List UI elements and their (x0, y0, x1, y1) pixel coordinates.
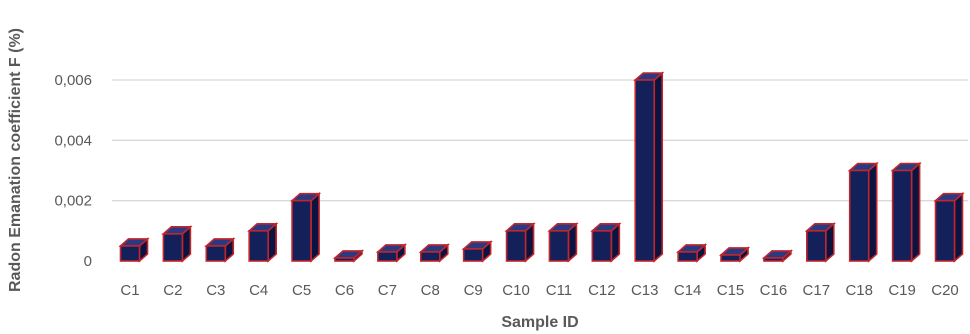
x-tick-label: C17 (803, 282, 831, 299)
bar-c4 (247, 222, 279, 263)
x-tick-labels: C1 C2 C3 C4 C5 C6 C7 C8 C9 C10 C11 C12 C13 C14 C15 C16 C… (120, 282, 958, 299)
bar-front (291, 199, 312, 262)
grid-layer (112, 79, 968, 202)
bar-front (462, 248, 484, 262)
bar-c17 (804, 222, 836, 263)
x-tick-label: C14 (674, 282, 702, 299)
x-tick-label: C13 (631, 282, 659, 299)
bar-front (419, 251, 441, 262)
y-tick-label: 0 (84, 253, 92, 270)
bar-c11 (547, 222, 579, 263)
x-tick-label: C9 (464, 282, 483, 299)
x-tick-label: C1 (120, 282, 139, 299)
bar-c3 (204, 237, 236, 263)
y-tick-label: 0,004 (54, 132, 92, 149)
bar-front (720, 254, 741, 262)
bar-c2 (161, 225, 193, 263)
bar-side (953, 191, 964, 263)
bar-front (591, 230, 613, 262)
x-axis-title: Sample ID (501, 314, 578, 331)
x-tick-label: C18 (845, 282, 873, 299)
x-tick-label: C16 (760, 282, 788, 299)
bar-c14 (676, 243, 708, 263)
bar-front (119, 245, 141, 262)
bar-front (634, 79, 656, 262)
bar-side (653, 71, 664, 263)
x-tick-label: C11 (546, 282, 572, 299)
bar-front (848, 169, 870, 262)
bar-front (205, 245, 227, 262)
x-tick-label: C19 (888, 282, 916, 299)
x-tick-label: C20 (931, 282, 959, 299)
bar-c20 (933, 191, 965, 263)
bar-c19 (890, 161, 922, 263)
x-tick-label: C5 (292, 282, 311, 299)
bar-front (334, 257, 355, 262)
bar-front (891, 169, 913, 262)
bar-front (934, 199, 956, 262)
bar-side (910, 161, 921, 263)
bar-c13 (633, 71, 665, 263)
bar-c9 (461, 240, 493, 263)
y-tick-label: 0,006 (54, 72, 92, 89)
bar-front (162, 233, 184, 262)
x-tick-label: C10 (502, 282, 530, 299)
y-tick-labels: 0 0,002 0,004 0,006 (54, 72, 92, 270)
bar-c5 (289, 191, 322, 263)
bar-c16 (761, 249, 794, 263)
bar-front (248, 230, 269, 262)
bar-c6 (332, 249, 365, 263)
bar-c18 (847, 161, 879, 263)
x-tick-label: C12 (588, 282, 616, 299)
bar-c12 (590, 222, 622, 263)
bar-front (377, 251, 398, 262)
bar-c15 (718, 246, 751, 263)
bar-side (867, 161, 878, 263)
bar-c8 (418, 243, 450, 263)
bar-c7 (375, 243, 407, 263)
x-tick-label: C2 (163, 282, 182, 299)
bar-front (763, 257, 784, 262)
x-tick-label: C8 (421, 282, 440, 299)
bar-front (677, 251, 698, 262)
y-axis-title: Radon Emanation coefficient F (%) (7, 28, 24, 292)
x-tick-label: C4 (249, 282, 268, 299)
bar-front (548, 230, 570, 262)
bar-front (505, 230, 527, 262)
x-tick-label: C7 (378, 282, 397, 299)
x-tick-label: C15 (717, 282, 745, 299)
bar-c10 (504, 222, 536, 263)
bar-side (310, 191, 320, 263)
bar-front (806, 230, 827, 262)
y-tick-label: 0,002 (54, 193, 92, 210)
bar-c1 (118, 237, 150, 263)
bars (118, 71, 965, 263)
x-tick-label: C3 (206, 282, 225, 299)
x-tick-label: C6 (335, 282, 354, 299)
